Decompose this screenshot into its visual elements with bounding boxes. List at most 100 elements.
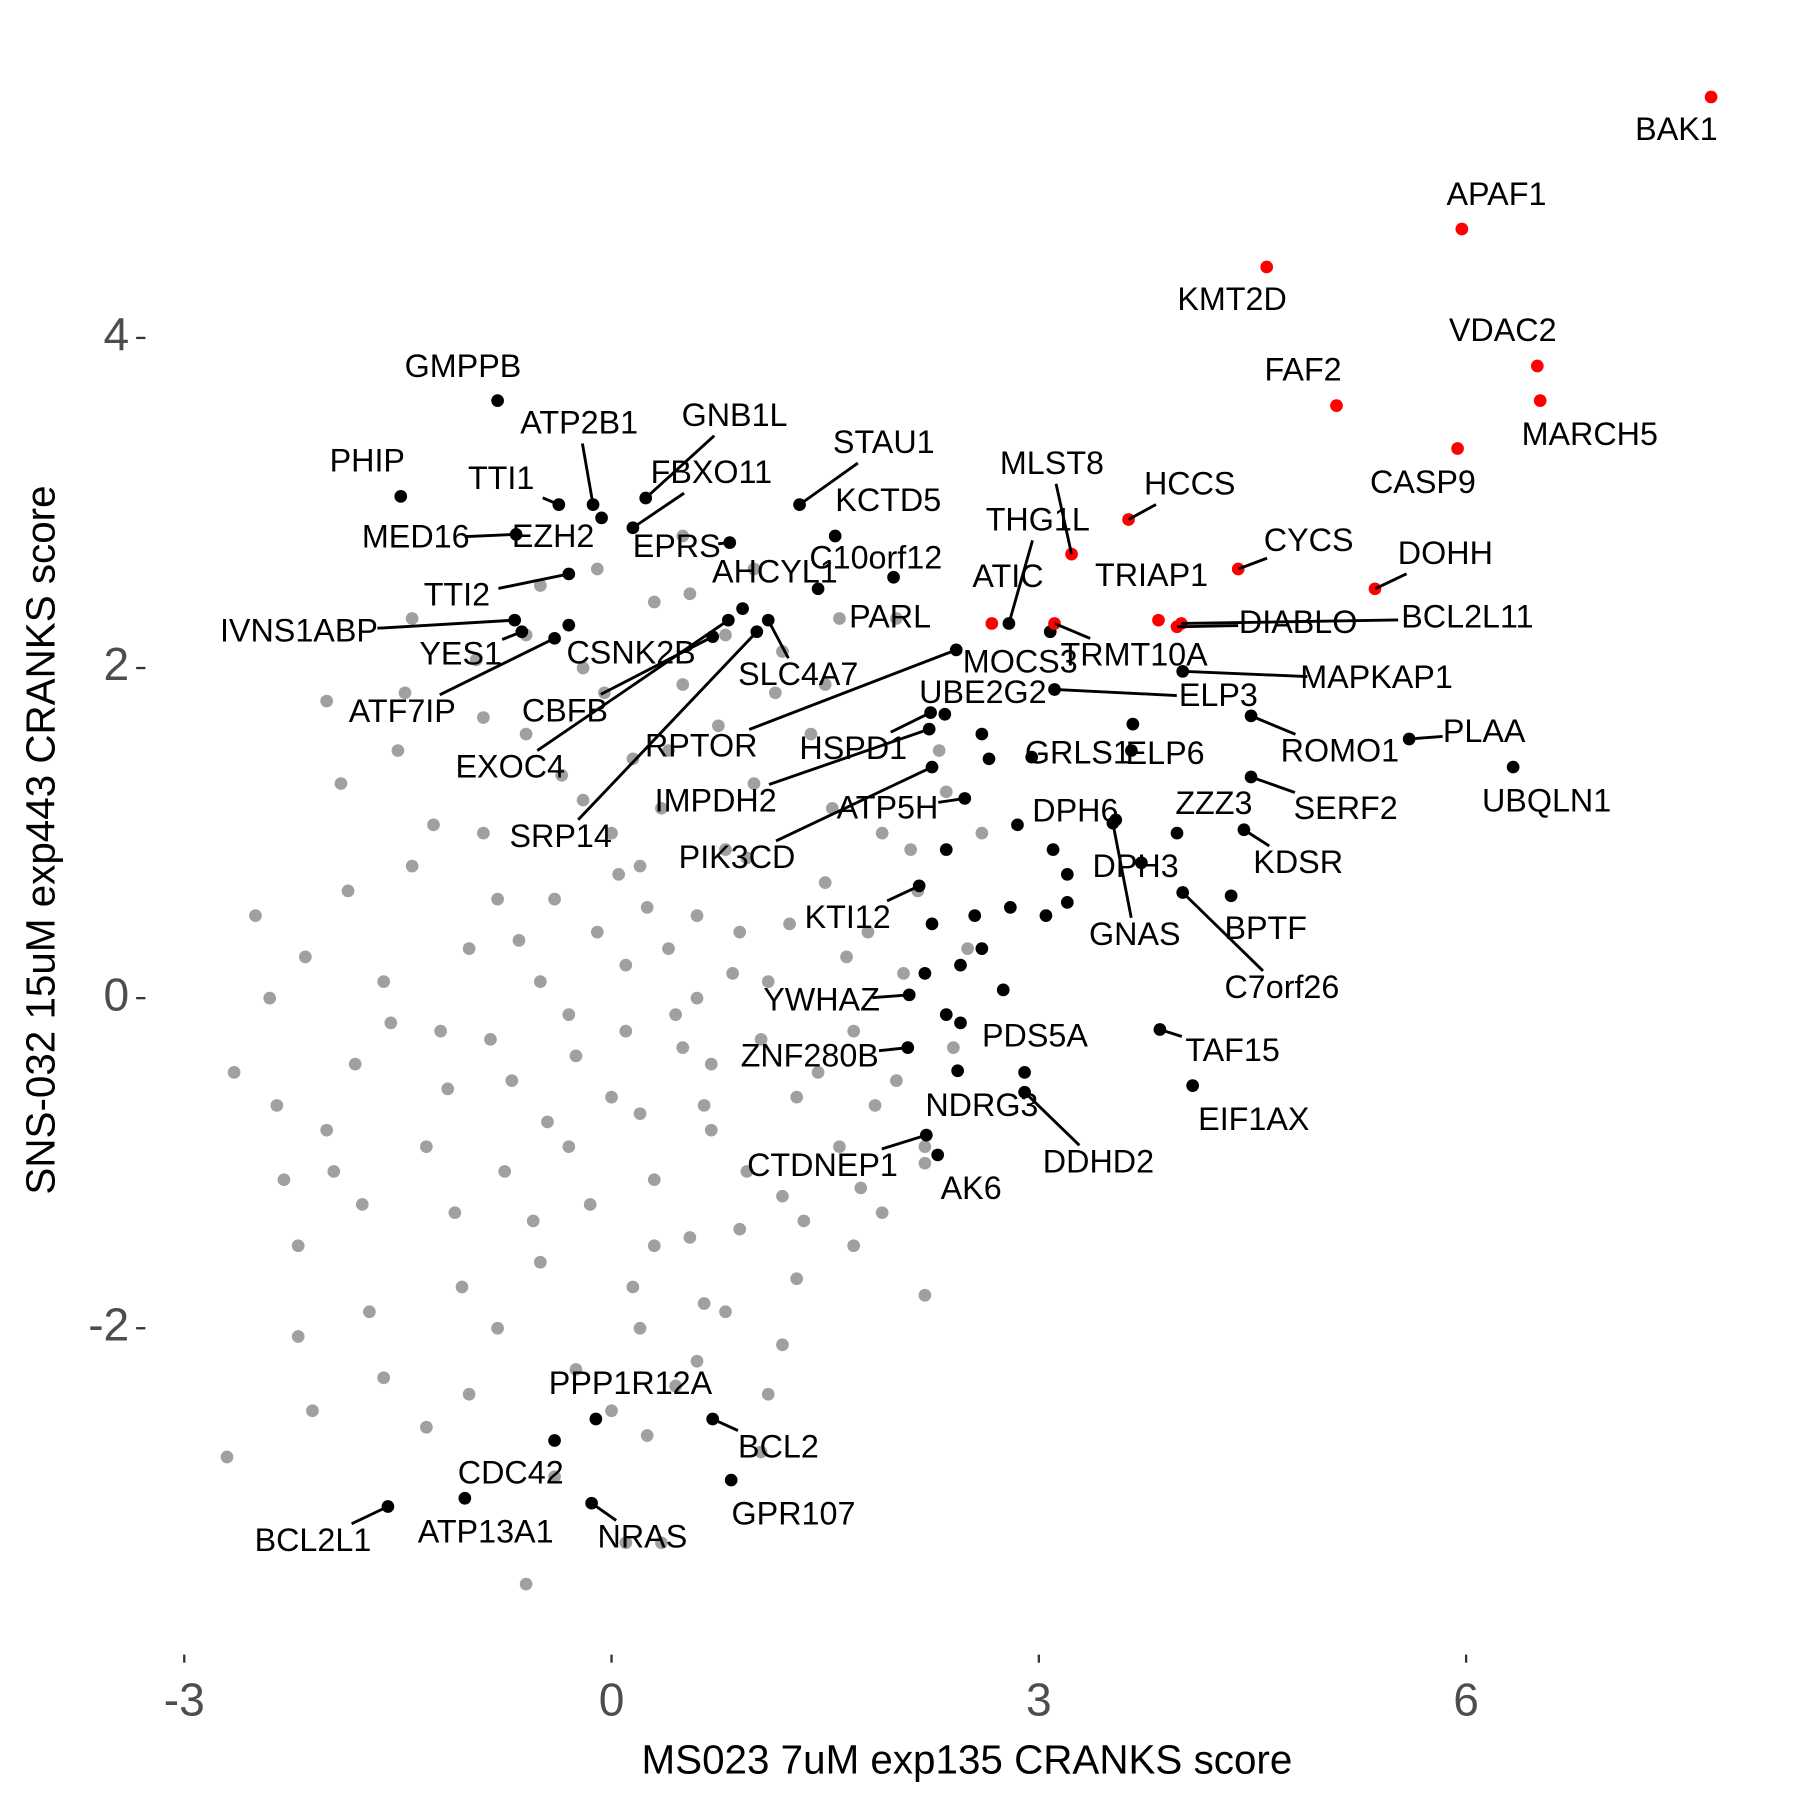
x-tick-label: 0 [599, 1673, 625, 1725]
point [690, 909, 704, 922]
point [548, 1470, 561, 1484]
point [291, 1239, 305, 1253]
point [398, 686, 412, 700]
point [533, 1255, 547, 1269]
point [1018, 1066, 1031, 1079]
point [683, 587, 697, 601]
point-label: CASP9 [1370, 464, 1476, 500]
point [833, 1140, 846, 1154]
point-label: THG1L [986, 501, 1090, 537]
point-label: CDC42 [458, 1455, 564, 1491]
leader-line [536, 618, 730, 752]
point [740, 851, 754, 865]
point [954, 1016, 967, 1030]
point [811, 1066, 825, 1079]
point [569, 1049, 583, 1063]
point [526, 1214, 540, 1228]
point [828, 529, 842, 543]
point-label: AK6 [941, 1170, 1002, 1206]
point-label: UBQLN1 [1482, 782, 1611, 818]
point [420, 1140, 433, 1154]
point-label: APAF1 [1447, 176, 1547, 212]
x-tick-label: 3 [1026, 1673, 1052, 1725]
point [548, 892, 561, 906]
y-tick-label: 4 [104, 308, 130, 360]
point [505, 1074, 519, 1087]
point [704, 1123, 718, 1137]
point [655, 1536, 668, 1550]
leader-line [1127, 503, 1157, 521]
point-label: GRLS1 [1025, 734, 1131, 770]
y-axis-title: SNS-032 15uM exp443 CRANKS score [18, 485, 64, 1194]
point [519, 727, 533, 741]
leader-line [1159, 1028, 1183, 1038]
point-label: TAF15 [1185, 1032, 1280, 1068]
point [484, 1033, 497, 1046]
point-label: DPH3 [1093, 848, 1179, 884]
point [377, 975, 391, 988]
point [589, 1412, 603, 1426]
point-label: PARL [849, 598, 931, 634]
point [1455, 222, 1469, 236]
point [1224, 889, 1238, 903]
point [754, 1033, 768, 1046]
point-label: ATF7IP [349, 693, 456, 729]
leader-line [718, 541, 730, 546]
point-label: NRAS [598, 1518, 688, 1554]
point [901, 1041, 915, 1054]
point-label: ATP2B1 [520, 405, 638, 441]
point [833, 612, 846, 625]
point [947, 1041, 960, 1054]
point [298, 950, 312, 964]
point [776, 1338, 789, 1352]
point [690, 991, 704, 1005]
point [647, 1173, 661, 1187]
point-label: TRMT10A [1061, 636, 1209, 672]
point [512, 934, 526, 947]
point [477, 826, 490, 840]
leader-line [1250, 714, 1297, 736]
point [1330, 399, 1343, 412]
point-label: TTI1 [468, 460, 534, 496]
leader-line [439, 637, 556, 697]
point [633, 1321, 647, 1335]
point [595, 511, 608, 525]
point [647, 1239, 661, 1253]
point [768, 686, 782, 700]
point [1244, 770, 1258, 784]
point [469, 653, 483, 667]
point [918, 1140, 932, 1154]
point [1126, 717, 1140, 731]
leader-line [775, 765, 933, 843]
point-label: DPH6 [1032, 792, 1118, 828]
point [1186, 1079, 1200, 1092]
leader-line [886, 884, 920, 903]
point [263, 991, 277, 1005]
point [818, 678, 832, 691]
point [1122, 513, 1135, 526]
point [697, 1297, 711, 1310]
point [1260, 260, 1274, 274]
point [931, 1148, 945, 1162]
point [455, 1280, 469, 1294]
x-tick-label: -3 [164, 1673, 205, 1725]
point-label: TTI2 [424, 577, 490, 613]
point-label: EIF1AX [1198, 1101, 1309, 1137]
point [1011, 818, 1024, 832]
point [277, 1173, 291, 1187]
point [754, 1445, 768, 1459]
point [1135, 856, 1148, 870]
leader-line [798, 461, 859, 506]
point [583, 1198, 597, 1211]
point [619, 958, 633, 972]
point [840, 950, 853, 964]
point [491, 1321, 504, 1335]
point [854, 1181, 868, 1195]
y-tick-label: 2 [104, 638, 130, 690]
point [939, 843, 953, 856]
point-label: STAU1 [833, 424, 935, 460]
point [697, 1099, 711, 1112]
leader-line [1250, 775, 1296, 794]
point [887, 570, 900, 584]
